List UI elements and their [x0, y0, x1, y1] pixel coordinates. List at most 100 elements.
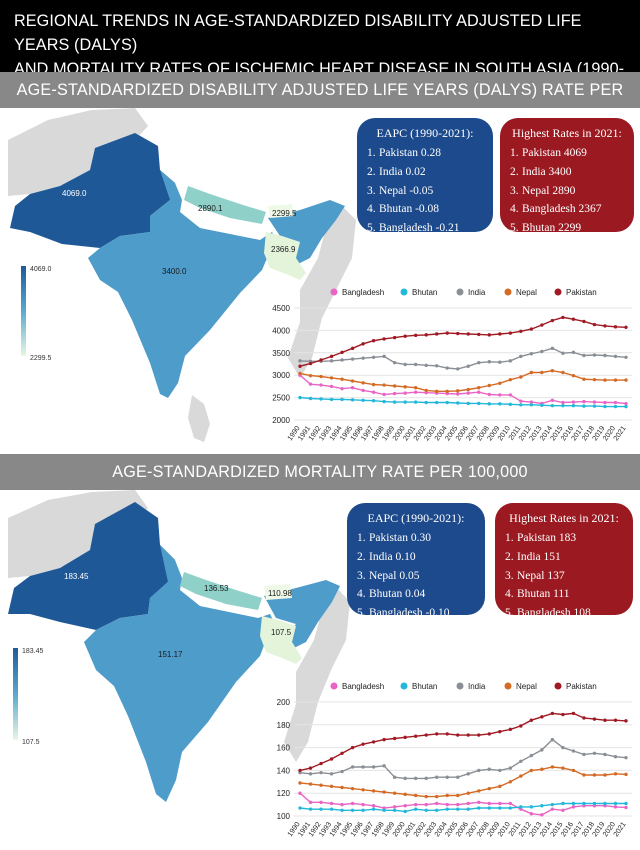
dalys-point-bangladesh: [413, 390, 418, 394]
mortality-point-pakistan: [413, 734, 418, 738]
mortality-point-india: [340, 769, 344, 774]
dalys-point-bangladesh: [571, 400, 576, 404]
map-label-pakistan: 183.45: [64, 572, 89, 581]
mortality-y-tick-label: 200: [277, 698, 291, 707]
dalys-point-bhutan: [392, 400, 397, 404]
dalys-y-tick-label: 2500: [272, 394, 290, 403]
dalys-point-nepal: [466, 387, 470, 392]
mortality-point-nepal: [456, 793, 460, 798]
mortality-point-bhutan: [308, 807, 313, 811]
mortality-point-nepal: [477, 789, 481, 793]
dalys-point-pakistan: [613, 325, 618, 329]
dalys-highest-list: 1. Pakistan 4069 2. India 3400 3. Nepal 289…: [510, 144, 624, 238]
dalys-legend-label-pakistan: Pakistan: [566, 288, 597, 297]
list-item: 2. India 3400: [510, 165, 572, 178]
dalys-point-bangladesh: [371, 390, 376, 394]
mortality-colorbar-min: 107.5: [22, 739, 40, 746]
dalys-point-nepal: [582, 377, 586, 381]
dalys-section-title: AGE-STANDARDIZED DISABILITY ADJUSTED LIF…: [0, 72, 640, 135]
dalys-point-pakistan: [361, 342, 365, 346]
mortality-point-nepal: [424, 794, 428, 799]
dalys-point-bangladesh: [592, 400, 597, 404]
mortality-colorbar: [13, 648, 18, 740]
dalys-colorbar-max: 4069.0: [30, 266, 52, 273]
dalys-point-pakistan: [540, 323, 544, 327]
dalys-point-bhutan: [340, 397, 344, 402]
dalys-point-bhutan: [424, 400, 428, 405]
dalys-point-nepal: [550, 369, 555, 373]
dalys-point-bhutan: [466, 401, 470, 406]
mortality-point-nepal: [561, 766, 565, 770]
mortality-point-bangladesh: [624, 805, 628, 810]
dalys-point-pakistan: [308, 361, 313, 366]
mortality-point-india: [445, 775, 449, 779]
dalys-highest-title: Highest Rates in 2021:: [512, 126, 622, 140]
dalys-point-india: [603, 353, 607, 358]
mortality-point-bangladesh: [350, 801, 355, 806]
dalys-point-bangladesh: [529, 400, 534, 404]
mortality-point-india: [329, 772, 334, 776]
mortality-point-bangladesh: [445, 802, 449, 807]
mortality-point-bhutan: [550, 802, 555, 807]
list-item: 5. Bangladesh -0.21: [367, 222, 460, 235]
mortality-eapc-title: EAPC (1990-2021):: [367, 511, 465, 525]
map-label-bangladesh: 2366.9: [271, 245, 296, 254]
dalys-legend-marker-india: [456, 288, 464, 296]
dalys-point-nepal: [361, 381, 365, 385]
dalys-point-bangladesh: [308, 382, 313, 386]
dalys-point-bhutan: [382, 399, 386, 404]
dalys-point-nepal: [529, 370, 534, 375]
mortality-point-pakistan: [529, 718, 534, 722]
dalys-point-bangladesh: [582, 399, 586, 404]
mortality-point-nepal: [403, 792, 407, 797]
map-region-nepal: [180, 572, 262, 610]
dalys-highest-box: Highest Rates in 2021: 1. Pakistan 4069 2…: [500, 118, 634, 234]
dalys-point-nepal: [403, 385, 407, 389]
mortality-point-nepal: [392, 791, 397, 795]
mortality-point-india: [413, 776, 418, 781]
dalys-point-india: [456, 367, 460, 371]
mortality-point-india: [403, 776, 407, 781]
list-item: 4. Bangladesh 2367: [510, 203, 602, 216]
mortality-point-india: [592, 751, 597, 755]
mortality-point-nepal: [382, 790, 386, 794]
dalys-series-line-bangladesh: [299, 374, 627, 405]
dalys-point-bangladesh: [508, 393, 513, 397]
dalys-eapc-list: 1. Pakistan 0.28 2. India 0.02 3. Nepal -0.…: [367, 144, 483, 238]
dalys-point-pakistan: [382, 337, 386, 341]
mortality-legend-marker-bangladesh: [330, 682, 338, 690]
mortality-point-pakistan: [624, 719, 628, 723]
mortality-point-bhutan: [477, 806, 481, 810]
mortality-point-india: [392, 775, 397, 779]
mortality-point-nepal: [498, 784, 502, 789]
dalys-eapc-box: EAPC (1990-2021): 1. Pakistan 0.28 2. Indi…: [357, 118, 493, 234]
mortality-point-india: [424, 776, 428, 781]
dalys-point-bhutan: [571, 403, 576, 408]
dalys-point-bhutan: [498, 402, 502, 406]
mortality-point-pakistan: [561, 712, 565, 717]
dalys-point-nepal: [613, 378, 618, 382]
mortality-point-nepal: [298, 781, 302, 785]
dalys-point-pakistan: [466, 332, 470, 336]
list-item: 2. India 0.10: [357, 550, 416, 563]
mortality-point-bhutan: [350, 808, 355, 812]
map-region-bangladesh: [264, 232, 306, 280]
map-label-india: 3400.0: [162, 267, 187, 276]
map-region-india: [88, 170, 278, 398]
mortality-point-bhutan: [582, 801, 586, 806]
dalys-point-india: [592, 353, 597, 357]
dalys-point-pakistan: [424, 333, 428, 337]
dalys-point-bhutan: [403, 400, 407, 404]
mortality-point-bhutan: [371, 807, 376, 811]
dalys-legend-label-bhutan: Bhutan: [412, 288, 437, 297]
mortality-point-nepal: [603, 773, 607, 777]
dalys-point-nepal: [498, 381, 502, 385]
dalys-point-india: [350, 357, 355, 361]
mortality-point-pakistan: [308, 766, 313, 770]
dalys-point-bhutan: [540, 403, 544, 407]
dalys-line-chart: Bangladesh Bhutan India Nepal Pakistan 2000 25…: [272, 288, 632, 442]
mortality-y-tick-label: 160: [277, 744, 291, 753]
mortality-point-bangladesh: [561, 808, 565, 812]
dalys-point-india: [561, 351, 565, 355]
dalys-point-india: [571, 350, 576, 355]
